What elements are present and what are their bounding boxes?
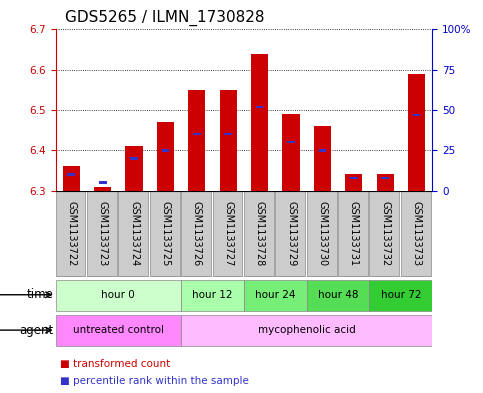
Bar (377, 174, 394, 191)
Text: hour 0: hour 0 (101, 290, 135, 300)
Bar (193, 133, 201, 136)
Bar (220, 90, 237, 191)
Text: GSM1133726: GSM1133726 (192, 201, 202, 266)
Bar (256, 106, 264, 108)
Bar (251, 54, 268, 191)
Text: GSM1133730: GSM1133730 (317, 201, 327, 266)
Text: GSM1133733: GSM1133733 (412, 201, 422, 266)
FancyBboxPatch shape (401, 191, 431, 276)
FancyBboxPatch shape (56, 315, 181, 346)
Bar (99, 181, 107, 184)
Text: untreated control: untreated control (73, 325, 164, 335)
Bar (283, 114, 299, 191)
Text: GSM1133723: GSM1133723 (98, 201, 108, 266)
Text: GSM1133732: GSM1133732 (380, 201, 390, 266)
FancyBboxPatch shape (213, 191, 242, 276)
Text: GSM1133724: GSM1133724 (129, 201, 139, 266)
Bar (63, 167, 80, 191)
FancyBboxPatch shape (275, 191, 305, 276)
Bar (224, 133, 232, 136)
Bar (126, 146, 142, 191)
Bar (94, 187, 111, 191)
Text: hour 72: hour 72 (381, 290, 421, 300)
Bar (130, 157, 138, 160)
FancyBboxPatch shape (150, 191, 180, 276)
FancyBboxPatch shape (244, 191, 274, 276)
Text: GSM1133731: GSM1133731 (349, 201, 359, 266)
Text: hour 24: hour 24 (255, 290, 296, 300)
Text: mycophenolic acid: mycophenolic acid (258, 325, 355, 335)
Bar (161, 149, 170, 152)
Bar (350, 176, 358, 179)
FancyBboxPatch shape (307, 191, 337, 276)
Text: GSM1133722: GSM1133722 (66, 201, 76, 266)
FancyBboxPatch shape (244, 279, 307, 310)
Text: GDS5265 / ILMN_1730828: GDS5265 / ILMN_1730828 (65, 9, 265, 26)
Text: hour 48: hour 48 (318, 290, 358, 300)
FancyBboxPatch shape (56, 191, 85, 276)
Bar (287, 141, 295, 143)
FancyBboxPatch shape (369, 191, 399, 276)
Text: GSM1133725: GSM1133725 (160, 201, 170, 266)
Text: ■ percentile rank within the sample: ■ percentile rank within the sample (60, 376, 249, 386)
FancyBboxPatch shape (369, 279, 432, 310)
FancyBboxPatch shape (338, 191, 368, 276)
Bar (345, 174, 362, 191)
Bar (412, 114, 421, 116)
Text: GSM1133729: GSM1133729 (286, 201, 296, 266)
Text: hour 12: hour 12 (192, 290, 233, 300)
FancyBboxPatch shape (181, 315, 432, 346)
Bar (318, 149, 327, 152)
Bar (314, 126, 331, 191)
FancyBboxPatch shape (87, 191, 117, 276)
Bar (157, 122, 174, 191)
Bar (381, 176, 389, 179)
FancyBboxPatch shape (181, 191, 211, 276)
FancyBboxPatch shape (307, 279, 369, 310)
FancyBboxPatch shape (118, 191, 148, 276)
Text: agent: agent (19, 323, 53, 337)
Bar (188, 90, 205, 191)
Text: time: time (26, 288, 53, 301)
Text: ■ transformed count: ■ transformed count (60, 358, 170, 369)
FancyBboxPatch shape (56, 279, 181, 310)
Text: GSM1133727: GSM1133727 (223, 201, 233, 266)
Text: GSM1133728: GSM1133728 (255, 201, 265, 266)
Bar (408, 74, 425, 191)
FancyBboxPatch shape (181, 279, 244, 310)
Bar (67, 173, 75, 176)
